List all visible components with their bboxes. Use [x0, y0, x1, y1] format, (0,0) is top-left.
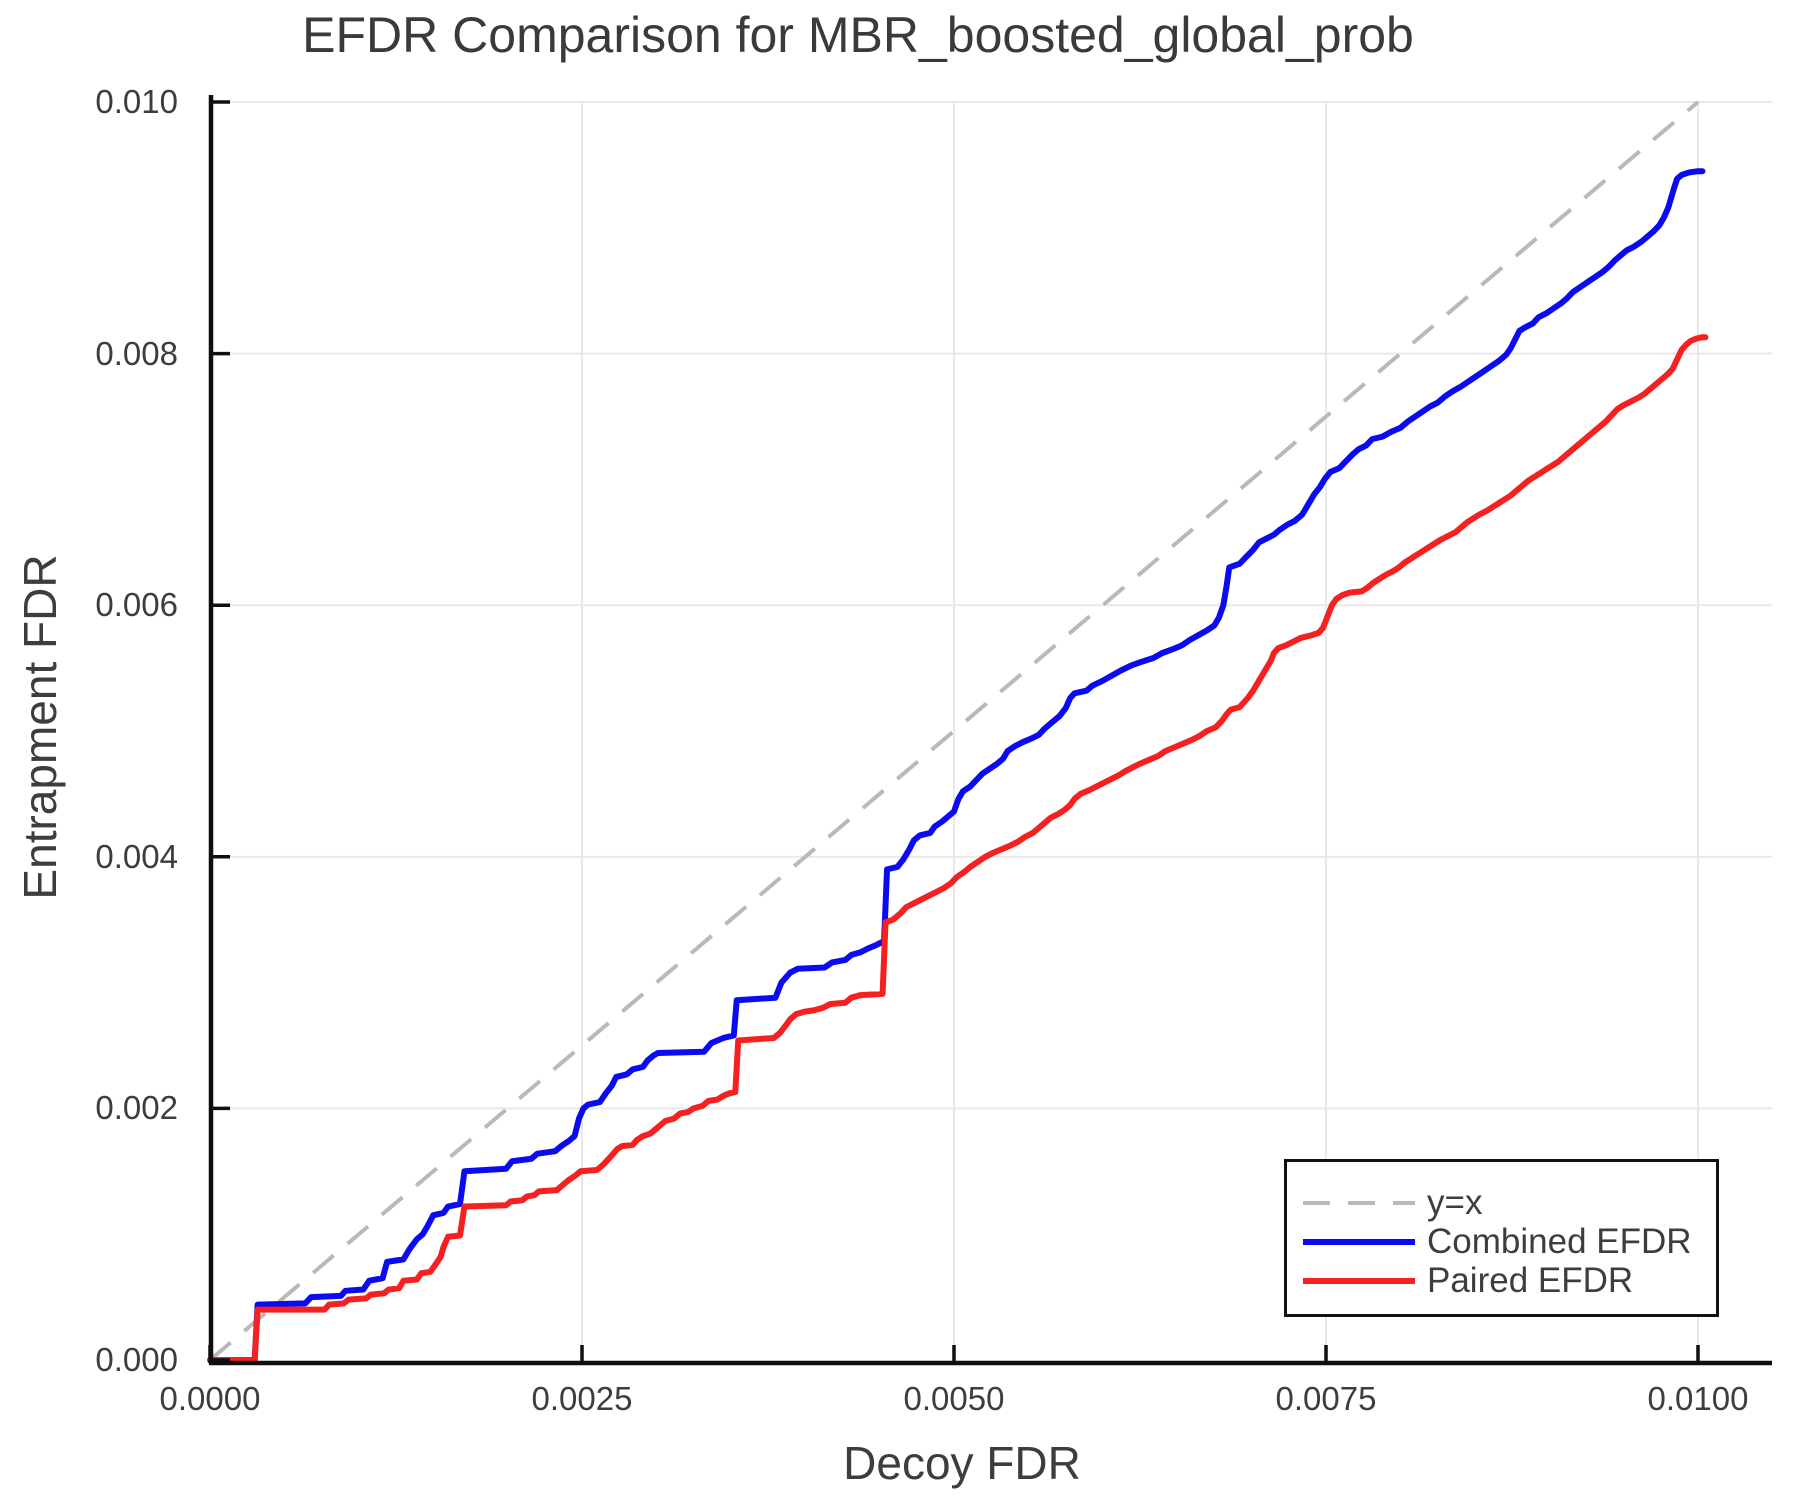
dashed-line-swatch	[1303, 1201, 1415, 1205]
series-line-combined-efdr	[207, 168, 1706, 1363]
legend-item-combined: Combined EFDR	[1287, 1222, 1716, 1262]
y-tick-label: 0.004	[95, 837, 178, 875]
x-axis-label: Decoy FDR	[843, 1437, 1081, 1489]
y-tick-label: 0.006	[95, 586, 178, 624]
y-tick-label: 0.000	[95, 1341, 178, 1378]
y-tick-label: 0.008	[95, 334, 178, 372]
x-tick-label: 0.0100	[1647, 1380, 1749, 1417]
x-tick-label: 0.0025	[531, 1380, 633, 1417]
x-tick-label: 0.0000	[159, 1380, 261, 1417]
legend-label-paired: Paired EFDR	[1427, 1261, 1634, 1300]
legend-item-yx: y=x	[1287, 1183, 1716, 1223]
y-tick-label: 0.002	[95, 1089, 178, 1127]
series-line-paired-efdr	[207, 334, 1709, 1363]
legend-label-combined: Combined EFDR	[1427, 1222, 1692, 1261]
x-tick-label: 0.0075	[1275, 1380, 1377, 1417]
identity-line	[208, 100, 1700, 1362]
paired-line-swatch	[1303, 1278, 1415, 1284]
x-tick-label: 0.0050	[903, 1380, 1005, 1417]
legend-item-paired: Paired EFDR	[1287, 1261, 1716, 1301]
combined-line-swatch	[1303, 1239, 1415, 1245]
legend: y=x Combined EFDR Paired EFDR	[1284, 1159, 1719, 1317]
legend-label-yx: y=x	[1427, 1183, 1483, 1222]
y-tick-label: 0.010	[95, 83, 178, 120]
chart-title: EFDR Comparison for MBR_boosted_global_p…	[302, 7, 1414, 63]
